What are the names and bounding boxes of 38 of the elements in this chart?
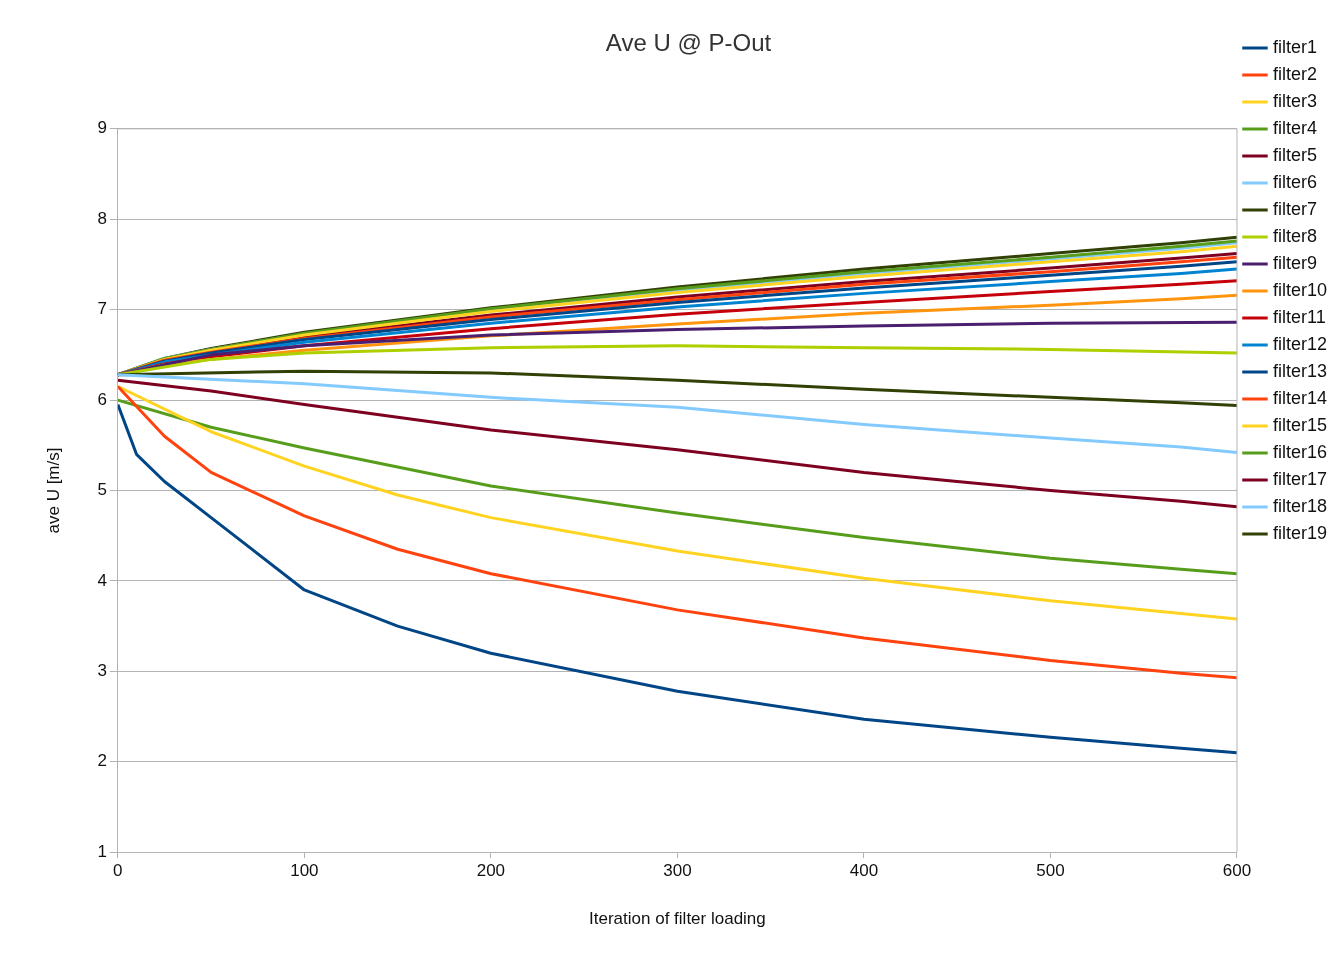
legend-label: filter18 [1272,495,1327,516]
x-tick-label: 0 [113,861,123,881]
legend-label: filter8 [1272,225,1317,246]
legend-label: filter13 [1272,360,1327,381]
y-tick-label: 5 [97,480,107,500]
legend-label: filter11 [1272,306,1326,327]
legend-label: filter3 [1272,90,1317,111]
legend-label: filter12 [1272,333,1327,354]
y-tick-label: 6 [97,389,107,409]
x-tick-label: 300 [663,861,692,881]
legend-label: filter14 [1272,387,1327,408]
x-tick-label: 500 [1036,861,1065,881]
legend-label: filter16 [1272,441,1327,462]
y-tick-label: 9 [97,118,107,138]
legend-label: filter4 [1272,117,1317,138]
legend-label: filter9 [1272,252,1317,273]
legend-label: filter2 [1272,63,1317,84]
legend-label: filter17 [1272,468,1327,489]
x-tick-label: 100 [290,861,319,881]
x-tick-label: 400 [849,861,879,881]
legend-label: filter19 [1272,522,1327,543]
y-tick-label: 7 [97,299,107,319]
y-axis-title: ave U [m/s] [43,447,63,534]
y-tick-label: 8 [97,208,107,228]
legend-label: filter5 [1272,144,1317,165]
legend-label: filter6 [1272,171,1317,192]
y-tick-label: 3 [97,661,107,681]
x-tick-label: 200 [476,861,506,881]
legend-label: filter7 [1272,198,1317,219]
legend-label: filter1 [1272,36,1317,57]
y-tick-label: 4 [97,570,107,590]
y-tick-label: 1 [97,841,107,861]
x-axis-title: Iteration of filter loading [589,909,766,929]
chart-title: Ave U @ P-Out [605,29,772,57]
y-tick-label: 2 [97,751,107,771]
x-tick-label: 600 [1222,861,1252,881]
legend-label: filter15 [1272,414,1327,435]
legend-label: filter10 [1272,279,1327,300]
